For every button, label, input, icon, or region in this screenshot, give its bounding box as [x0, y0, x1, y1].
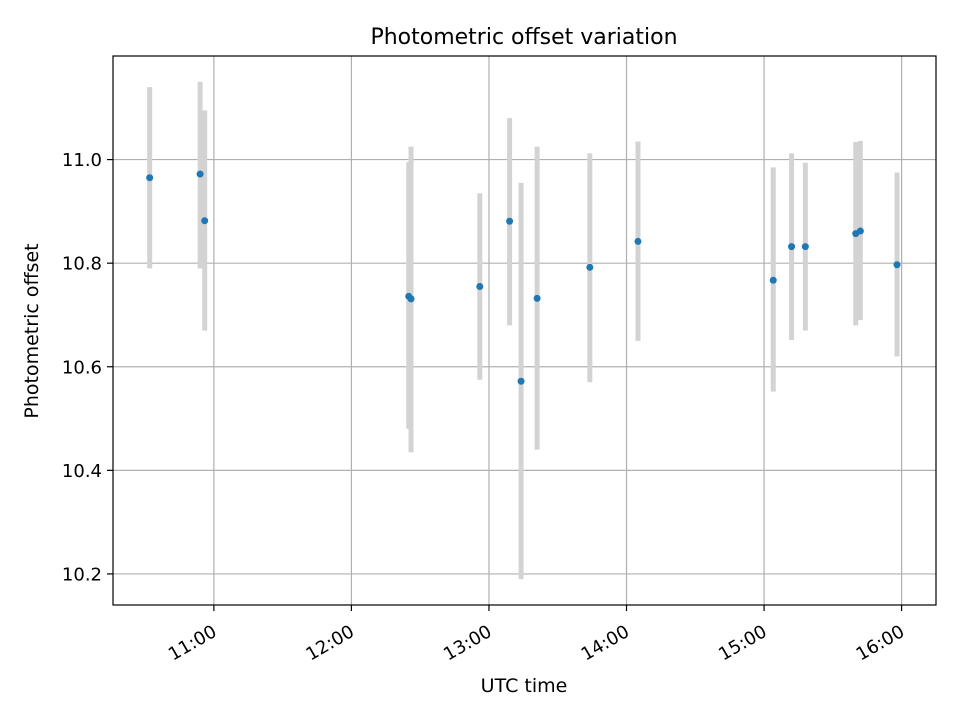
data-point	[893, 261, 901, 269]
y-axis-ticks: 10.2 10.4 10.6 10.8 11.0	[62, 150, 113, 585]
x-tick-label: 12:00	[302, 621, 357, 665]
data-point	[201, 217, 209, 225]
y-axis-label: Photometric offset	[21, 243, 43, 418]
data-point	[476, 282, 484, 290]
y-tick-label: 10.6	[62, 357, 102, 378]
x-tick-label: 15:00	[715, 621, 770, 665]
data-point	[856, 227, 864, 235]
data-point	[769, 276, 777, 284]
data-point	[196, 170, 204, 178]
x-axis-ticks: 11:00 12:00 13:00 14:00 15:00 16:00	[165, 605, 908, 665]
y-tick-label: 10.2	[62, 564, 102, 585]
data-point	[801, 243, 809, 251]
x-tick-label: 14:00	[578, 621, 633, 665]
error-bars	[147, 81, 900, 580]
data-point	[586, 263, 594, 271]
data-point	[506, 217, 514, 225]
x-axis-label: UTC time	[481, 675, 568, 697]
y-tick-label: 11.0	[62, 150, 102, 171]
data-point	[533, 294, 541, 302]
data-points	[146, 170, 901, 385]
data-point	[517, 377, 525, 385]
data-point	[788, 243, 796, 251]
data-point	[146, 174, 154, 182]
chart-title: Photometric offset variation	[370, 25, 677, 50]
x-tick-label: 13:00	[440, 621, 495, 665]
y-tick-label: 10.4	[62, 461, 102, 482]
grid-lines	[113, 56, 936, 605]
data-point	[634, 237, 642, 245]
x-tick-label: 11:00	[165, 621, 220, 665]
x-tick-label: 16:00	[853, 621, 908, 665]
plot-frame	[112, 55, 937, 606]
data-point	[407, 295, 415, 303]
y-tick-label: 10.8	[62, 254, 102, 275]
